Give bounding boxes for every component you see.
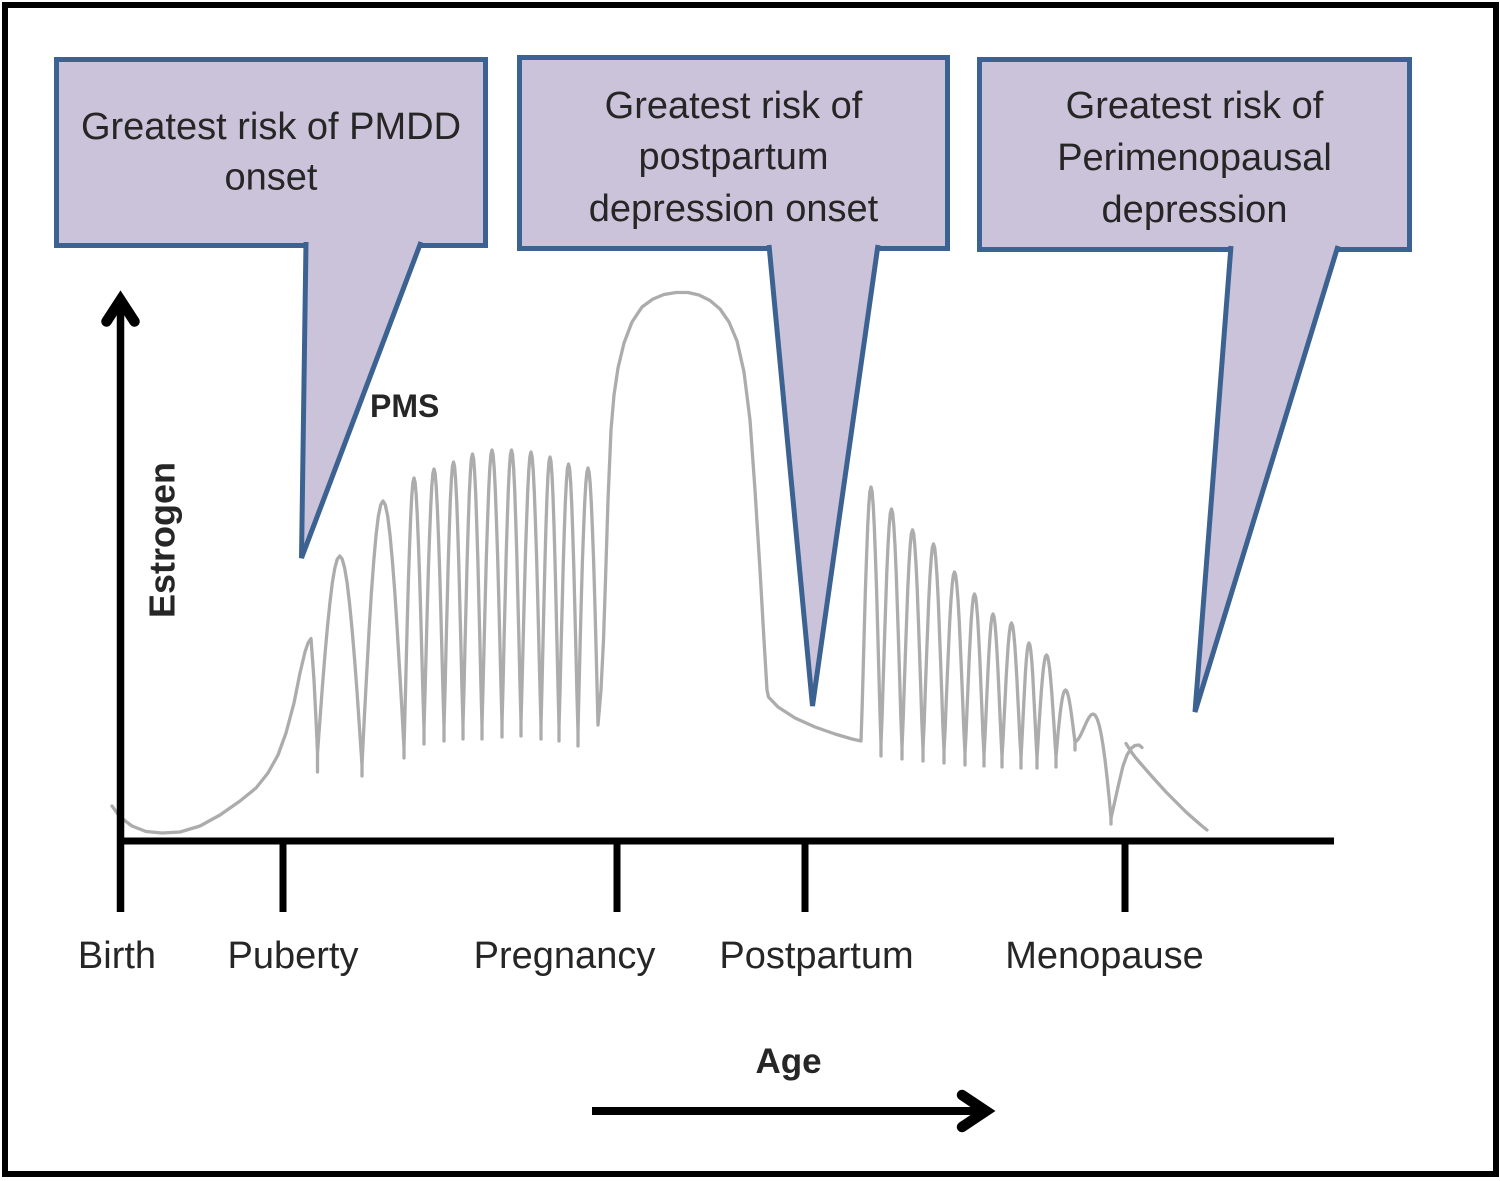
- svg-text:Postpartum: Postpartum: [719, 935, 913, 977]
- svg-text:Perimenopausal: Perimenopausal: [1057, 137, 1332, 179]
- svg-text:Pregnancy: Pregnancy: [474, 935, 656, 977]
- svg-text:Estrogen: Estrogen: [142, 462, 183, 618]
- svg-text:Birth: Birth: [78, 935, 156, 977]
- svg-text:depression onset: depression onset: [589, 188, 879, 230]
- svg-text:Age: Age: [755, 1042, 821, 1081]
- svg-text:onset: onset: [225, 157, 318, 199]
- svg-text:PMS: PMS: [370, 388, 439, 424]
- svg-text:postpartum: postpartum: [638, 136, 828, 178]
- svg-text:Menopause: Menopause: [1005, 935, 1204, 977]
- svg-text:depression: depression: [1102, 189, 1288, 231]
- svg-text:Greatest risk of: Greatest risk of: [1066, 85, 1324, 127]
- svg-text:Greatest risk of: Greatest risk of: [605, 85, 863, 127]
- svg-text:Puberty: Puberty: [228, 935, 359, 977]
- svg-text:Greatest risk of PMDD: Greatest risk of PMDD: [81, 106, 461, 148]
